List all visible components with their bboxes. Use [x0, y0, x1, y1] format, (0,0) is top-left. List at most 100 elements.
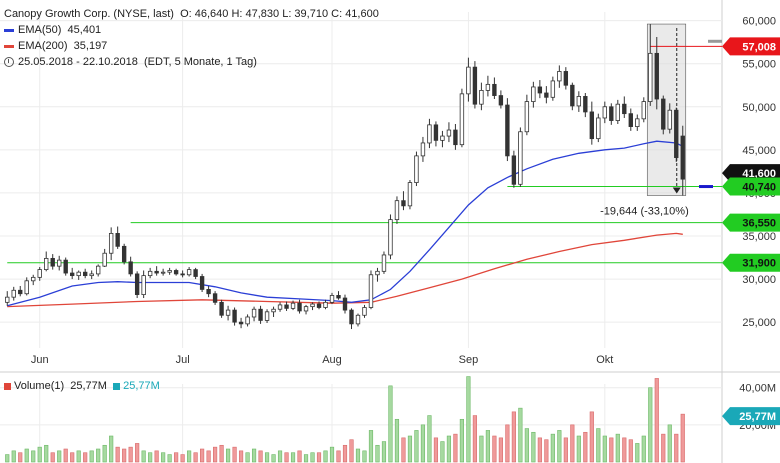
volume-bar	[420, 424, 426, 463]
ema50-value: 45,401	[67, 24, 102, 36]
volume-bar	[537, 437, 542, 463]
level-badge-shape	[722, 253, 780, 272]
candle-body	[368, 274, 374, 308]
candle-body	[537, 86, 543, 94]
level-badge-shape	[722, 37, 780, 56]
candle-body	[570, 84, 575, 107]
time-tick-label: Sep	[459, 354, 479, 366]
ohlc-readout: O: 46,640 H: 47,830 L: 39,710 C: 41,600	[180, 8, 379, 20]
candle-body	[446, 129, 452, 137]
candle-body	[147, 270, 153, 277]
volume-bar	[122, 448, 127, 463]
candle-body	[323, 301, 328, 308]
candle-body	[440, 135, 445, 141]
volume-bar	[200, 448, 205, 463]
candle-body	[57, 259, 62, 267]
volume-bar	[232, 446, 237, 463]
ema200-legend: EMA(200) 35,197	[4, 40, 107, 52]
candle-body	[160, 271, 166, 274]
candle-body	[199, 276, 205, 290]
price-tick-label: 25,000	[742, 317, 776, 329]
candle-body	[24, 280, 29, 295]
volume-bar	[310, 452, 315, 463]
candle-body	[173, 270, 179, 275]
candle-body	[661, 98, 666, 130]
volume-bar	[596, 428, 601, 463]
level-badge-label: 31,900	[742, 258, 776, 270]
volume-bar	[238, 450, 244, 463]
candle-body	[362, 307, 367, 316]
candle-body	[654, 52, 659, 100]
volume-bar	[148, 452, 153, 463]
price-tick-label: 30,000	[742, 274, 776, 286]
volume-bar	[161, 452, 166, 463]
candle-body	[674, 109, 679, 159]
volume-bar	[524, 428, 529, 463]
candle-body	[427, 124, 432, 144]
volume-bar	[622, 437, 627, 463]
candle-body	[628, 113, 633, 127]
candle-body	[342, 297, 348, 311]
volume-bar	[427, 415, 432, 463]
candle-body	[557, 71, 562, 82]
volume-bar	[83, 452, 88, 463]
volume-bar	[459, 418, 465, 463]
volume-bar	[674, 433, 679, 463]
candle-body	[518, 131, 523, 185]
date-range-line: 25.05.2018 - 22.10.2018 (EDT, 5 Monate, …	[4, 56, 257, 68]
volume-last-badge-shape	[722, 407, 780, 426]
volume-bar	[284, 452, 289, 463]
volume-bar	[550, 433, 555, 463]
candle-body	[394, 200, 400, 221]
candle-body	[271, 308, 276, 313]
candle-body	[154, 270, 159, 274]
volume-bar	[667, 424, 672, 463]
time-tick-label: Aug	[322, 354, 342, 366]
ema50-line	[7, 140, 684, 307]
candle-body	[329, 295, 335, 303]
candle-body	[50, 257, 55, 267]
ema200-axis-marker	[708, 39, 722, 43]
volume-value-2: 25,77M	[123, 380, 160, 392]
candle-body	[258, 308, 263, 321]
candle-body	[89, 273, 94, 277]
volume-bar	[375, 444, 380, 463]
candle-body	[498, 95, 504, 106]
candle-body	[212, 293, 218, 303]
volume-bar	[349, 439, 354, 463]
time-tick-label: Jun	[31, 354, 49, 366]
candle-body	[602, 106, 607, 119]
volume-bar	[628, 439, 633, 463]
ema50-label: EMA(50)	[18, 24, 62, 36]
volume-bar	[5, 454, 10, 463]
date-range: 25.05.2018 - 22.10.2018	[18, 56, 138, 68]
ema50-axis-marker	[699, 185, 713, 189]
candle-body	[524, 101, 530, 133]
candle-body	[407, 182, 413, 207]
volume-bar	[433, 437, 439, 463]
volume-bar	[193, 452, 198, 463]
volume-bar	[44, 444, 49, 463]
candle-body	[355, 314, 361, 325]
candle-body	[310, 303, 315, 308]
volume-bar	[557, 430, 562, 463]
volume-bar	[446, 435, 452, 463]
candle-body	[453, 129, 458, 146]
volume-bar	[531, 431, 536, 463]
candle-body	[388, 219, 393, 256]
candle-body	[219, 301, 224, 316]
volume-bar	[498, 437, 503, 463]
volume-bar	[401, 437, 406, 463]
candle-body	[316, 303, 322, 308]
instrument-title: Canopy Growth Corp. (NYSE, last)	[4, 8, 174, 20]
volume-bar	[37, 446, 42, 463]
candle-body	[667, 109, 672, 130]
measure-label: -19,644 (-33,10%)	[600, 206, 689, 218]
volume-bar	[102, 444, 107, 463]
volume-bar	[472, 415, 477, 463]
volume-bar	[219, 444, 224, 463]
volume-bar	[394, 418, 400, 463]
candle-body	[167, 270, 172, 273]
volume-bar	[11, 450, 16, 463]
candle-body	[115, 233, 120, 247]
